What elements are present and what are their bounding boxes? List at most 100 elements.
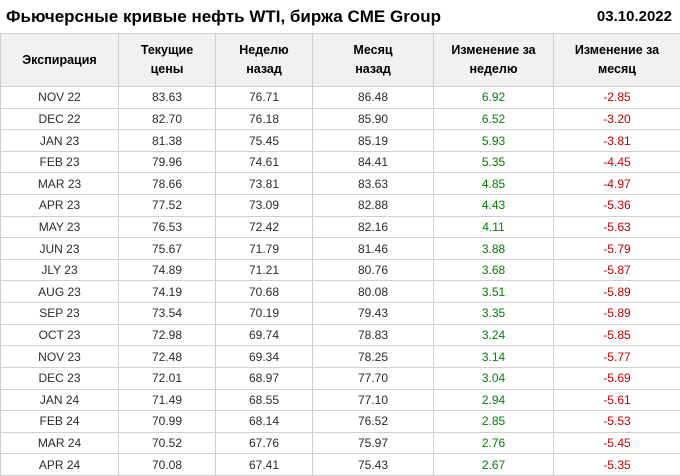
expiration-cell: APR 23	[0, 194, 119, 217]
week-ago-cell: 69.74	[215, 323, 313, 347]
current-price-cell: 75.67	[118, 237, 216, 260]
week-ago-cell: 70.19	[215, 302, 313, 325]
week-ago-cell: 74.61	[215, 150, 313, 174]
month-ago-cell: 77.70	[312, 366, 434, 390]
expiration-cell: NOV 23	[0, 345, 119, 368]
current-price-cell: 70.99	[118, 410, 216, 433]
month-change-cell: -5.36	[553, 194, 680, 217]
month-ago-cell: 80.76	[312, 258, 434, 282]
expiration-cell: JLY 23	[0, 258, 119, 282]
month-ago-cell: 81.46	[312, 237, 434, 260]
week-change-cell: 2.94	[433, 388, 554, 412]
month-ago-cell: 77.10	[312, 388, 434, 412]
futures-table: Экспирация Текущие цены Неделю назад Мес…	[0, 33, 680, 476]
week-change-cell: 4.43	[433, 194, 554, 217]
week-change-cell: 6.52	[433, 107, 554, 131]
table-row: JAN 24 71.49 68.55 77.10 2.94 -5.61	[0, 388, 680, 412]
month-ago-cell: 86.48	[312, 86, 434, 109]
month-change-cell: -5.63	[553, 215, 680, 239]
month-ago-cell: 82.16	[312, 215, 434, 239]
current-price-cell: 73.54	[118, 302, 216, 325]
week-change-cell: 4.11	[433, 215, 554, 239]
expiration-cell: APR 24	[0, 453, 119, 476]
table-row: JLY 23 74.89 71.21 80.76 3.68 -5.87	[0, 258, 680, 282]
month-ago-cell: 78.83	[312, 323, 434, 347]
month-change-cell: -5.53	[553, 410, 680, 433]
week-ago-cell: 71.21	[215, 258, 313, 282]
month-ago-cell: 83.63	[312, 172, 434, 196]
month-change-cell: -4.97	[553, 172, 680, 196]
expiration-cell: JUN 23	[0, 237, 119, 260]
title-bar: Фьючерсные кривые нефть WTI, биржа CME G…	[0, 0, 680, 33]
table-row: AUG 23 74.19 70.68 80.08 3.51 -5.89	[0, 280, 680, 304]
current-price-cell: 78.66	[118, 172, 216, 196]
month-ago-cell: 85.90	[312, 107, 434, 131]
expiration-cell: OCT 23	[0, 323, 119, 347]
current-price-cell: 72.98	[118, 323, 216, 347]
column-header-week-change: Изменение за неделю	[433, 33, 554, 87]
current-price-cell: 74.89	[118, 258, 216, 282]
expiration-cell: AUG 23	[0, 280, 119, 304]
month-ago-cell: 75.97	[312, 431, 434, 455]
week-change-cell: 3.14	[433, 345, 554, 368]
week-ago-cell: 71.79	[215, 237, 313, 260]
expiration-cell: JAN 23	[0, 129, 119, 152]
month-ago-cell: 84.41	[312, 150, 434, 174]
week-ago-cell: 76.71	[215, 86, 313, 109]
week-ago-cell: 69.34	[215, 345, 313, 368]
month-change-cell: -5.61	[553, 388, 680, 412]
expiration-cell: MAR 24	[0, 431, 119, 455]
week-ago-cell: 67.76	[215, 431, 313, 455]
month-ago-cell: 79.43	[312, 302, 434, 325]
week-change-cell: 3.04	[433, 366, 554, 390]
current-price-cell: 70.08	[118, 453, 216, 476]
month-ago-cell: 80.08	[312, 280, 434, 304]
expiration-cell: JAN 24	[0, 388, 119, 412]
week-ago-cell: 68.55	[215, 388, 313, 412]
current-price-cell: 82.70	[118, 107, 216, 131]
current-price-cell: 70.52	[118, 431, 216, 455]
month-change-cell: -5.35	[553, 453, 680, 476]
table-row: MAR 23 78.66 73.81 83.63 4.85 -4.97	[0, 172, 680, 196]
week-ago-cell: 68.14	[215, 410, 313, 433]
table-row: SEP 23 73.54 70.19 79.43 3.35 -5.89	[0, 302, 680, 325]
page-title: Фьючерсные кривые нефть WTI, биржа CME G…	[6, 6, 441, 26]
table-row: DEC 23 72.01 68.97 77.70 3.04 -5.69	[0, 366, 680, 390]
week-change-cell: 2.76	[433, 431, 554, 455]
week-ago-cell: 75.45	[215, 129, 313, 152]
expiration-cell: MAY 23	[0, 215, 119, 239]
week-change-cell: 3.88	[433, 237, 554, 260]
table-row: JUN 23 75.67 71.79 81.46 3.88 -5.79	[0, 237, 680, 260]
month-change-cell: -5.77	[553, 345, 680, 368]
expiration-cell: SEP 23	[0, 302, 119, 325]
column-header-month-change: Изменение за месяц	[553, 33, 680, 87]
table-row: MAR 24 70.52 67.76 75.97 2.76 -5.45	[0, 431, 680, 455]
month-change-cell: -5.85	[553, 323, 680, 347]
header-row: Экспирация Текущие цены Неделю назад Мес…	[0, 33, 680, 87]
week-change-cell: 5.93	[433, 129, 554, 152]
week-ago-cell: 68.97	[215, 366, 313, 390]
current-price-cell: 81.38	[118, 129, 216, 152]
column-header-current-prices: Текущие цены	[118, 33, 216, 87]
table-row: APR 23 77.52 73.09 82.88 4.43 -5.36	[0, 194, 680, 217]
expiration-cell: FEB 23	[0, 150, 119, 174]
week-change-cell: 3.35	[433, 302, 554, 325]
table-row: OCT 23 72.98 69.74 78.83 3.24 -5.85	[0, 323, 680, 347]
month-ago-cell: 85.19	[312, 129, 434, 152]
week-ago-cell: 72.42	[215, 215, 313, 239]
table-row: MAY 23 76.53 72.42 82.16 4.11 -5.63	[0, 215, 680, 239]
column-header-week-ago: Неделю назад	[215, 33, 313, 87]
current-price-cell: 71.49	[118, 388, 216, 412]
week-change-cell: 3.24	[433, 323, 554, 347]
table-row: FEB 24 70.99 68.14 76.52 2.85 -5.53	[0, 410, 680, 433]
expiration-cell: FEB 24	[0, 410, 119, 433]
current-price-cell: 72.48	[118, 345, 216, 368]
month-ago-cell: 78.25	[312, 345, 434, 368]
week-ago-cell: 67.41	[215, 453, 313, 476]
week-ago-cell: 73.09	[215, 194, 313, 217]
month-change-cell: -5.87	[553, 258, 680, 282]
expiration-cell: DEC 22	[0, 107, 119, 131]
table-row: DEC 22 82.70 76.18 85.90 6.52 -3.20	[0, 107, 680, 131]
current-price-cell: 79.96	[118, 150, 216, 174]
table-row: FEB 23 79.96 74.61 84.41 5.35 -4.45	[0, 150, 680, 174]
